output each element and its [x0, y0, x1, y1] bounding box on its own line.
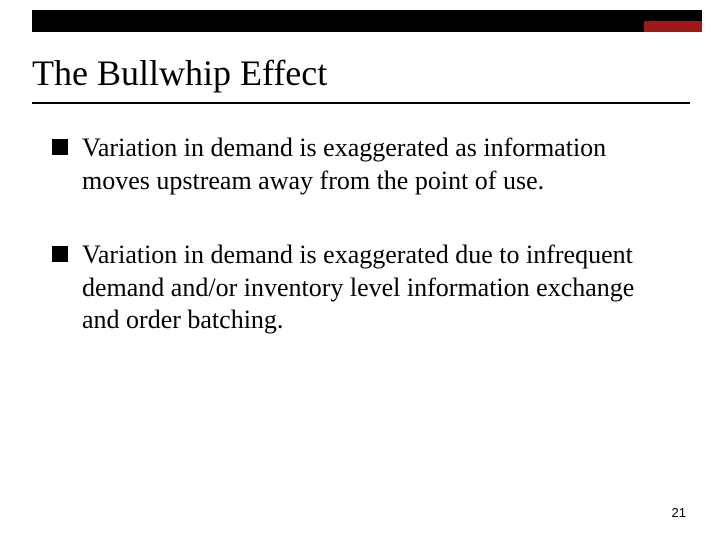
page-number: 21 [672, 505, 686, 520]
header-bar-accent [644, 21, 702, 32]
bullet-item: Variation in demand is exaggerated as in… [52, 132, 668, 197]
bullet-text: Variation in demand is exaggerated as in… [82, 132, 668, 197]
header-bar [0, 0, 720, 38]
bullet-text: Variation in demand is exaggerated due t… [82, 239, 668, 337]
slide-title: The Bullwhip Effect [32, 52, 720, 94]
title-underline [32, 102, 690, 104]
bullet-item: Variation in demand is exaggerated due t… [52, 239, 668, 337]
content-area: Variation in demand is exaggerated as in… [52, 132, 668, 337]
header-bar-main [32, 10, 702, 32]
square-bullet-icon [52, 246, 68, 262]
square-bullet-icon [52, 139, 68, 155]
